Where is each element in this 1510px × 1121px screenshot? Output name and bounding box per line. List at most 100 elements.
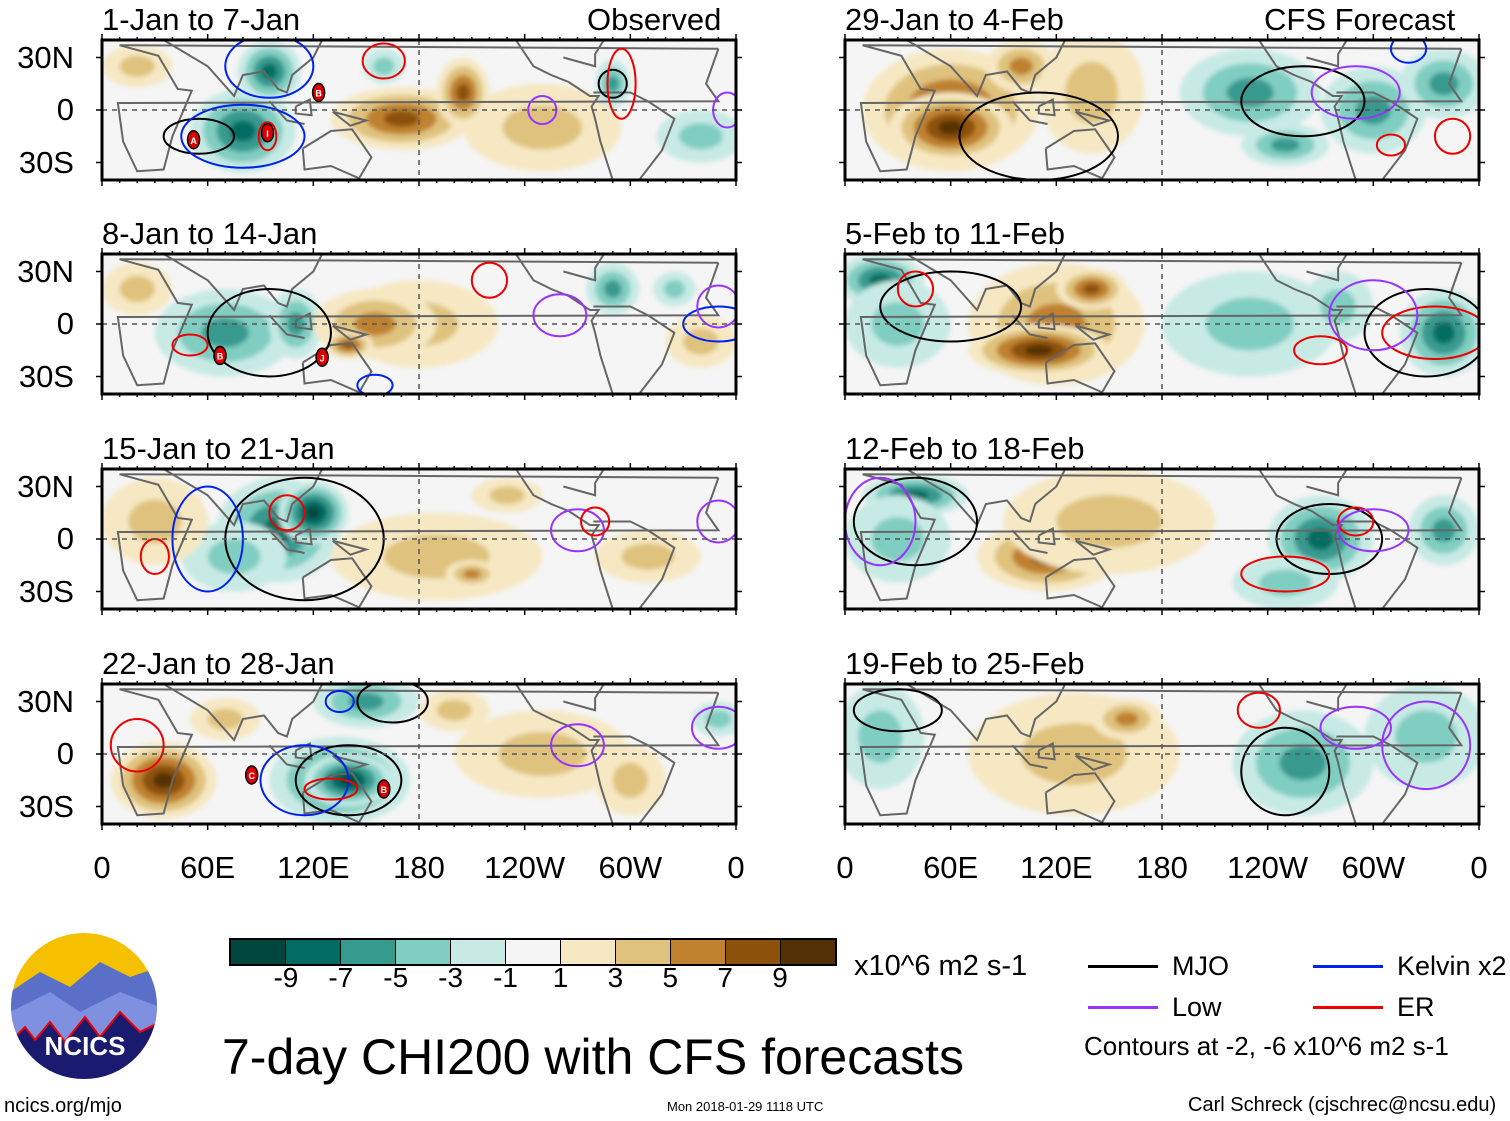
anomaly-shading (119, 55, 155, 77)
legend-label: Low (1172, 992, 1222, 1022)
er-contour (1433, 117, 1472, 155)
legend-label: ER (1397, 992, 1435, 1022)
er-contour (1337, 506, 1375, 537)
er-contour (257, 121, 278, 152)
map-panel (839, 248, 1485, 400)
colorbar-swatch (286, 940, 341, 964)
er-contour (303, 777, 359, 801)
colorbar-swatch (231, 940, 286, 964)
lon-label: 120W (484, 850, 566, 885)
lat-label: 0 (56, 736, 74, 771)
svg-text:B: B (381, 785, 388, 795)
colorbar-swatch (396, 940, 451, 964)
coastline (116, 473, 721, 602)
coastline (593, 305, 676, 394)
low-contour (550, 508, 605, 553)
panel-title: 5-Feb to 11-Feb (845, 216, 1065, 251)
lon-label: 0 (1470, 850, 1488, 885)
colorbar-swatch (341, 940, 396, 964)
lon-label: 120E (277, 850, 350, 885)
er-contour (1293, 335, 1348, 366)
coastline (1037, 97, 1056, 117)
lon-label: 120E (1020, 850, 1093, 885)
timestamp: Mon 2018-01-29 1118 UTC (667, 1099, 824, 1114)
lat-label: 30S (18, 358, 74, 394)
coastline (1044, 772, 1116, 824)
mjo-contour (852, 688, 943, 733)
anomaly-shading (207, 708, 243, 730)
anomaly-shading (1307, 528, 1334, 550)
kelvin-contour (224, 40, 315, 99)
coastline (301, 557, 373, 609)
mjo-contour (958, 91, 1119, 180)
low-contour (1381, 700, 1472, 790)
coastline (1306, 469, 1348, 497)
legend-item: ER (1313, 992, 1435, 1023)
legend-line (1313, 965, 1383, 968)
coastline (1336, 305, 1419, 394)
colorbar-swatch (451, 940, 506, 964)
lat-label: 30S (18, 144, 74, 180)
low-contour (696, 284, 736, 329)
website-link[interactable]: ncics.org/mjo (4, 1095, 122, 1117)
coastline (859, 258, 1464, 387)
coastline (116, 258, 721, 387)
legend-line (1088, 1006, 1158, 1009)
colorbar-swatch (561, 940, 616, 964)
lon-label: 60W (598, 850, 663, 885)
map-panels: A I B B J CB (96, 34, 1485, 830)
coastline (268, 529, 305, 554)
colorbar-tick: -7 (328, 962, 354, 993)
coastline (332, 754, 370, 771)
coastline (163, 254, 324, 312)
anomaly-shading (306, 506, 321, 520)
coastline (332, 324, 370, 341)
anomaly-shading (1395, 710, 1457, 763)
figure-title: 7-day CHI200 with CFS forecasts (222, 1029, 964, 1085)
coastline (1306, 40, 1348, 68)
kelvin-contour (180, 103, 306, 169)
panel-title: 22-Jan to 28-Jan (102, 646, 335, 681)
anomaly-shading (383, 110, 419, 127)
er-contour (470, 261, 509, 299)
panel-title: 8-Jan to 14-Jan (102, 216, 318, 251)
lon-label: 120W (1227, 850, 1309, 885)
anomaly-shading (663, 280, 685, 298)
panel-title: 15-Jan to 21-Jan (102, 431, 335, 466)
mjo-contour (294, 744, 403, 817)
er-contour (171, 333, 209, 357)
coastline (1011, 314, 1048, 339)
anomaly-shading (1065, 61, 1118, 124)
storm-marker: I (260, 123, 275, 143)
anomaly-shading (456, 83, 470, 102)
coastline (1037, 311, 1056, 331)
anomaly-shading (621, 543, 675, 570)
coastline (1011, 100, 1048, 125)
svg-text:C: C (248, 771, 255, 781)
map-panel: CB (96, 678, 742, 830)
coastline (1306, 684, 1348, 712)
coastline (1075, 539, 1113, 556)
units-label: x10^6 m2 s-1 (854, 950, 1028, 982)
panel-title: 12-Feb to 18-Feb (845, 431, 1085, 466)
anomaly-shading (436, 699, 472, 721)
lat-label: 30N (17, 253, 74, 289)
legend-item: Low (1088, 992, 1222, 1023)
anomaly-shading (1021, 723, 1127, 785)
lat-label: 30N (17, 468, 74, 504)
storm-marker: C (244, 765, 259, 785)
mjo-contour (879, 270, 1023, 343)
map-panel (839, 463, 1485, 615)
svg-text:J: J (320, 353, 325, 363)
storm-marker: A (186, 130, 201, 150)
anomaly-shading (373, 57, 395, 75)
anomaly-shading (1226, 77, 1274, 108)
svg-text:B: B (315, 89, 322, 99)
anomaly-shading (1024, 345, 1053, 356)
colorbar-tick: 1 (552, 962, 569, 993)
low-contour (550, 723, 605, 768)
legend-label: Kelvin x2 (1397, 951, 1507, 981)
svg-text:I: I (266, 129, 269, 139)
anomaly-shading (261, 63, 278, 80)
coastline (116, 688, 721, 817)
